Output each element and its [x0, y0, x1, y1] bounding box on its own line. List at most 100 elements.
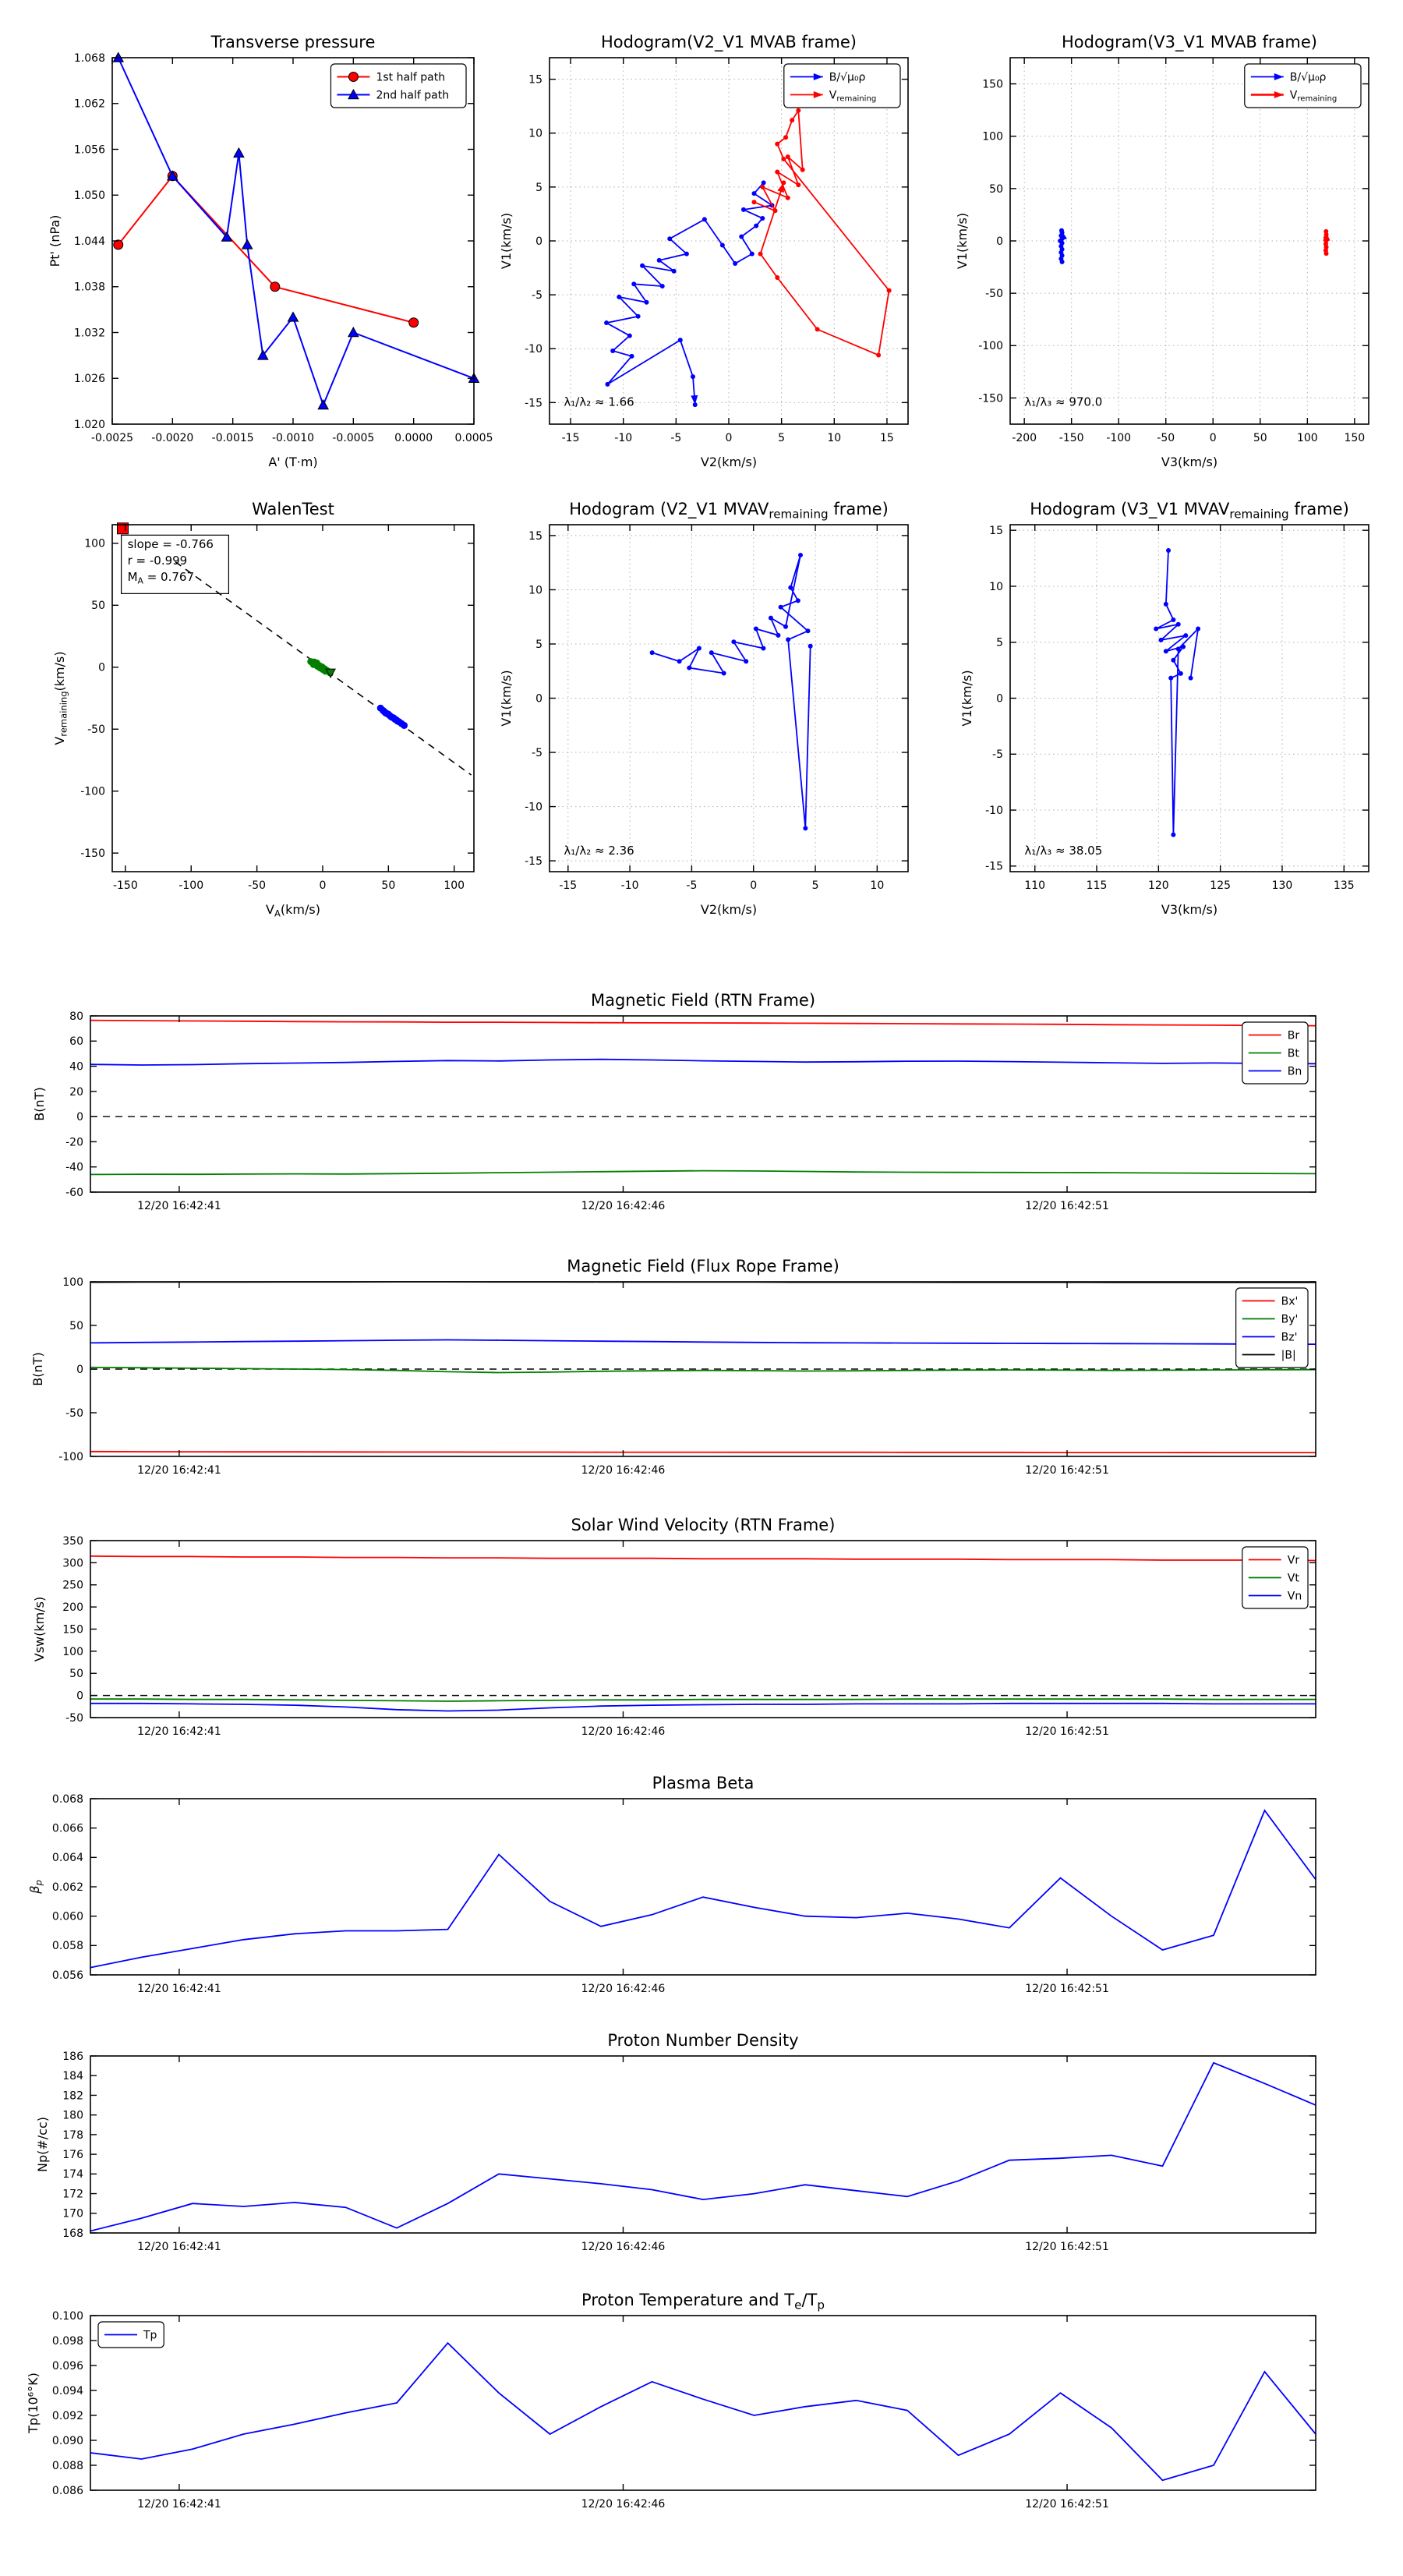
x-tick-label: 12/20 16:42:46 [581, 1725, 666, 1738]
x-tick-label: -150 [113, 879, 138, 892]
chart-hodogram-v2v1-mvav: -15 -10 -5 0 5 10 -15 -10 -5 0 5 10 15 Hodogram (V2_V… [499, 500, 909, 917]
x-tick-label: 0 [1210, 432, 1217, 444]
x-tick-label: 12/20 16:42:51 [1025, 1983, 1109, 1995]
y-tick-label: 0.090 [52, 2435, 83, 2447]
y-tick-label: 50 [989, 183, 1003, 196]
chart-solar-wind-velocity-rtn: 12/20 16:42:41 12/20 16:42:46 12/20 16:42:… [32, 1516, 1316, 1738]
series-first-half-arrow [325, 668, 336, 678]
y-tick-label: 168 [62, 2227, 83, 2240]
y-tick-label: 0 [76, 1690, 83, 1703]
annotation: λ₁/λ₂ ≈ 1.66 [564, 395, 634, 409]
y-tick-label: 50 [91, 600, 105, 612]
y-tick-label: 20 [69, 1086, 83, 1099]
chart-title: Proton Temperature and Te/Tp [581, 2291, 825, 2312]
x-tick-label: 0 [750, 879, 757, 892]
legend: 1st half path 2nd half path [330, 63, 467, 108]
y-axis-label: Np(#/cc) [35, 2117, 50, 2172]
x-tick-label: 12/20 16:42:51 [1025, 2241, 1109, 2253]
y-tick-label: 15 [528, 530, 542, 543]
y-tick-label: 150 [62, 1623, 83, 1636]
legend: Br Bt Bn [1242, 1021, 1309, 1085]
y-axis-label: Tp(10⁶°K) [26, 2373, 41, 2434]
legend: Tp [97, 2321, 164, 2348]
y-axis-label: B(nT) [30, 1352, 45, 1385]
y-tick-label: 0 [535, 692, 542, 705]
series-v-remaining-hodogram [649, 552, 813, 831]
series-alfven-velocity [604, 180, 775, 408]
y-axis-label: V1(km/s) [499, 213, 514, 269]
legend-label: Tp [143, 2330, 157, 2342]
x-tick-label: 12/20 16:42:41 [137, 1725, 221, 1738]
annotation: λ₁/λ₃ ≈ 970.0 [1024, 395, 1102, 409]
x-tick-label: 115 [1087, 879, 1108, 892]
y-tick-label: 15 [989, 525, 1003, 537]
legend-label: Vn [1288, 1591, 1302, 1603]
x-tick-label: 100 [1297, 432, 1318, 444]
y-tick-label: 200 [62, 1601, 83, 1614]
x-tick-label: 12/20 16:42:41 [137, 2498, 221, 2511]
series-v-remaining-hodogram [1154, 548, 1201, 837]
x-axis-label: V2(km/s) [701, 455, 757, 469]
chart-title: Hodogram(V3_V1 MVAB frame) [1062, 33, 1317, 52]
y-tick-label: -50 [985, 288, 1003, 300]
y-tick-label: 80 [69, 1010, 83, 1023]
legend-label: Vt [1288, 1573, 1300, 1585]
y-tick-label: 0.094 [52, 2385, 83, 2397]
y-tick-label: 10 [989, 581, 1003, 593]
chart-title: Hodogram (V3_V1 MVAVremaining frame) [1030, 500, 1349, 522]
y-tick-label: 182 [62, 2089, 83, 2102]
x-tick-label: -50 [1157, 432, 1175, 444]
legend-label: Bn [1288, 1066, 1302, 1078]
chart-magnetic-field-rtn: 12/20 16:42:41 12/20 16:42:46 12/20 16:42:… [32, 991, 1316, 1212]
y-tick-label: 0 [76, 1364, 83, 1376]
y-tick-label: -15 [525, 397, 542, 409]
y-tick-label: 0 [98, 662, 105, 674]
x-tick-label: 12/20 16:42:51 [1025, 1464, 1109, 1477]
y-tick-label: 10 [528, 584, 542, 596]
stats-line: r = -0.999 [128, 554, 188, 568]
x-tick-label: 12/20 16:42:41 [137, 1200, 221, 1212]
x-axis-label: VA(km/s) [266, 902, 320, 919]
y-tick-label: 0.098 [52, 2335, 83, 2348]
y-tick-label: 1.020 [74, 419, 105, 431]
legend: B/√μ₀ρ Vremaining [783, 63, 901, 108]
series-v-remaining [1323, 228, 1331, 257]
y-tick-label: 1.068 [74, 52, 105, 65]
y-tick-label: 176 [62, 2149, 83, 2161]
x-tick-label: -0.0020 [151, 432, 193, 444]
y-tick-label: 172 [62, 2188, 83, 2200]
y-tick-label: 40 [69, 1060, 83, 1073]
chart-magnetic-field-flux-rope: 12/20 16:42:41 12/20 16:42:46 12/20 16:42:… [30, 1257, 1316, 1477]
x-tick-label: -50 [248, 879, 266, 892]
y-tick-label: -50 [65, 1712, 83, 1725]
legend: B/√μ₀ρ Vremaining [1244, 63, 1362, 108]
y-tick-label: 184 [62, 2070, 83, 2082]
x-tick-label: 5 [812, 879, 819, 892]
x-axis-label: V3(km/s) [1161, 902, 1217, 917]
x-tick-label: 150 [1344, 432, 1365, 444]
y-tick-label: 0.064 [52, 1852, 83, 1864]
x-tick-label: -15 [559, 879, 577, 892]
chart-hodogram-v3v1-mvav: 110 115 120 125 130 135 -15 -10 -5 0 5 10 15 Hodogram… [959, 500, 1369, 917]
chart-title: Plasma Beta [652, 1774, 755, 1792]
y-tick-label: 1.032 [74, 327, 105, 339]
x-tick-label: 100 [444, 879, 465, 892]
annotation: λ₁/λ₂ ≈ 2.36 [564, 844, 634, 858]
legend-label: Br [1288, 1030, 1300, 1042]
x-tick-label: 12/20 16:42:46 [581, 1464, 666, 1477]
x-tick-label: 12/20 16:42:46 [581, 2498, 666, 2511]
y-axis-label: Pt' (nPa) [48, 215, 62, 267]
x-axis-label: V3(km/s) [1161, 455, 1217, 469]
y-tick-label: 5 [535, 182, 542, 194]
x-tick-label: 12/20 16:42:41 [137, 2241, 221, 2253]
chart-title: Hodogram(V2_V1 MVAB frame) [601, 33, 857, 52]
legend-label: 1st half path [376, 72, 445, 84]
y-tick-label: 150 [982, 78, 1003, 90]
y-tick-label: 0.088 [52, 2460, 83, 2472]
legend-label: Bt [1288, 1048, 1300, 1060]
x-tick-label: -0.0010 [272, 432, 314, 444]
series-by-prime [90, 1366, 1316, 1374]
y-tick-label: 1.056 [74, 143, 105, 156]
x-tick-label: -0.0015 [212, 432, 254, 444]
series-fit-line [175, 561, 472, 776]
